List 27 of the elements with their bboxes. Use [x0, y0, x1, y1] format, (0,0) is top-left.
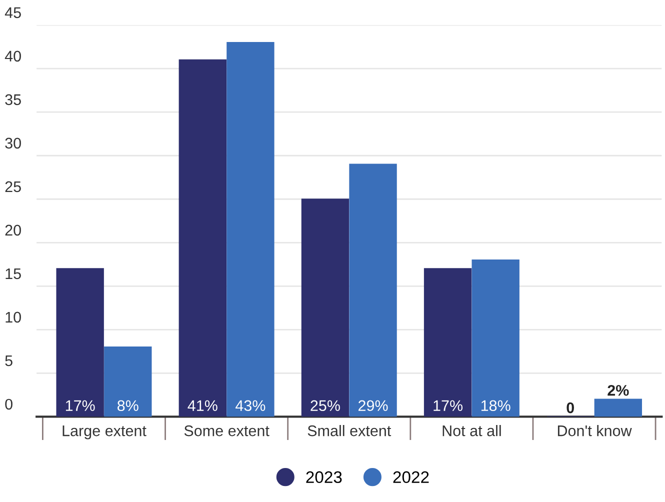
- data-label: 8%: [118, 400, 138, 412]
- x-tick-label: Some extent: [184, 425, 270, 436]
- data-label: 2%: [608, 384, 629, 396]
- x-tick-label: Don't know: [558, 424, 632, 436]
- legend-label: 2023: [306, 471, 342, 484]
- data-label: 18%: [481, 400, 510, 412]
- y-tick-label: 30: [5, 138, 21, 149]
- data-label: 43%: [236, 400, 266, 412]
- y-tick-label: 35: [5, 94, 21, 106]
- y-tick-label: 5: [5, 355, 12, 366]
- y-tick-label: 25: [5, 181, 21, 192]
- data-label: 25%: [310, 400, 340, 412]
- x-tick-label: Not at all: [442, 424, 501, 436]
- legend-label: 2022: [393, 471, 429, 484]
- x-tick-label: Large extent: [62, 426, 146, 440]
- y-tick-label: 15: [6, 268, 21, 280]
- y-tick-label: 40: [4, 50, 21, 62]
- data-label: 0: [566, 402, 574, 414]
- y-tick-label: 45: [4, 7, 21, 18]
- data-label: 17%: [434, 400, 463, 411]
- data-label: 29%: [358, 400, 388, 412]
- x-tick-label: Small extent: [308, 424, 392, 436]
- y-tick-label: 20: [5, 224, 21, 236]
- y-tick-label: 0: [5, 398, 12, 410]
- data-label: 41%: [188, 400, 218, 411]
- y-tick-label: 10: [6, 312, 21, 323]
- data-label: 17%: [66, 400, 95, 411]
